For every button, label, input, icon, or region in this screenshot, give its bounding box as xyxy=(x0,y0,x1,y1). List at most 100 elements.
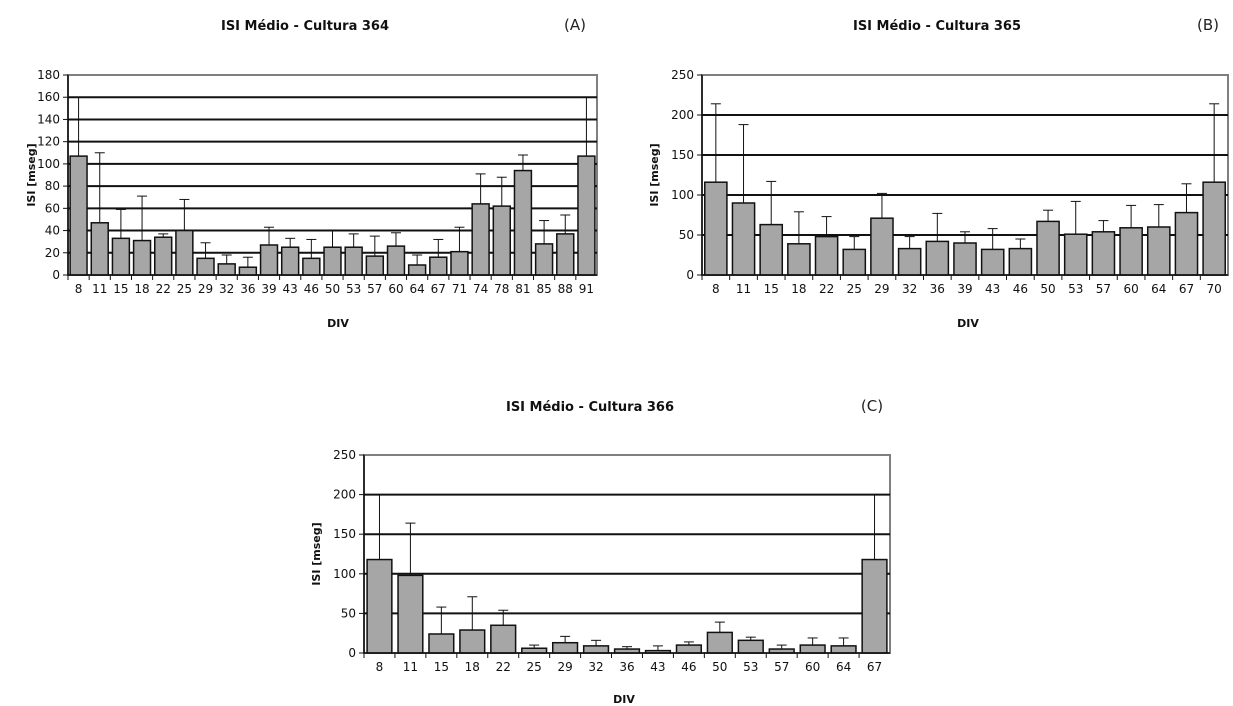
y-tick-label: 100 xyxy=(37,157,60,171)
bar xyxy=(1202,181,1226,276)
y-tick-label: 0 xyxy=(686,268,694,282)
bar xyxy=(675,644,703,654)
bar xyxy=(365,255,385,276)
bar xyxy=(1146,226,1171,276)
y-tick-label: 160 xyxy=(37,90,60,104)
x-axis-title: DIV xyxy=(327,317,349,330)
x-tick-label: 43 xyxy=(283,282,298,296)
bar xyxy=(897,247,922,276)
x-tick-label: 60 xyxy=(1123,282,1138,296)
chart-title: ISI Médio - Cultura 364 xyxy=(221,19,389,34)
bar xyxy=(953,242,977,276)
bar xyxy=(582,645,610,654)
x-tick-label: 18 xyxy=(134,282,149,296)
x-tick-label: 57 xyxy=(774,660,789,674)
x-tick-label: 36 xyxy=(240,282,255,296)
bar xyxy=(513,169,533,276)
x-tick-label: 85 xyxy=(536,282,551,296)
bar xyxy=(787,243,811,276)
x-tick-label: 25 xyxy=(177,282,192,296)
bar xyxy=(706,631,733,654)
x-tick-label: 8 xyxy=(75,282,83,296)
bar xyxy=(737,639,764,654)
bar xyxy=(1119,227,1143,276)
x-tick-label: 57 xyxy=(1096,282,1111,296)
bar xyxy=(704,181,728,276)
bar xyxy=(471,203,490,276)
y-axis-title: ISI [mseg] xyxy=(648,143,661,206)
bar xyxy=(386,245,406,276)
y-tick-label: 250 xyxy=(671,68,694,82)
bar xyxy=(344,246,363,276)
x-axis-title: DIV xyxy=(613,693,635,706)
bar xyxy=(759,223,784,276)
x-tick-label: 53 xyxy=(1068,282,1083,296)
y-tick-label: 40 xyxy=(45,224,60,238)
bar xyxy=(217,263,236,276)
bar xyxy=(397,574,424,654)
y-tick-label: 120 xyxy=(37,135,60,149)
x-tick-label: 36 xyxy=(619,660,634,674)
x-tick-label: 36 xyxy=(930,282,945,296)
bar xyxy=(196,257,215,276)
y-tick-label: 200 xyxy=(671,108,694,122)
bar xyxy=(1036,220,1060,276)
bar xyxy=(132,239,152,276)
bar xyxy=(534,243,554,276)
x-tick-label: 43 xyxy=(985,282,1000,296)
x-tick-label: 29 xyxy=(874,282,889,296)
x-tick-label: 32 xyxy=(219,282,234,296)
x-tick-label: 53 xyxy=(743,660,758,674)
y-tick-label: 150 xyxy=(671,148,694,162)
x-tick-label: 50 xyxy=(1040,282,1055,296)
bar xyxy=(1091,231,1116,276)
x-tick-label: 46 xyxy=(1013,282,1028,296)
x-tick-label: 39 xyxy=(957,282,972,296)
bar xyxy=(814,235,839,276)
x-tick-label: 29 xyxy=(198,282,213,296)
panel-label: (C) xyxy=(861,397,883,415)
x-tick-label: 67 xyxy=(867,660,882,674)
bar xyxy=(111,237,131,276)
bar xyxy=(556,233,575,276)
y-axis-title: ISI [mseg] xyxy=(25,143,38,206)
x-tick-label: 70 xyxy=(1207,282,1222,296)
x-tick-label: 11 xyxy=(92,282,107,296)
y-tick-label: 250 xyxy=(333,448,356,462)
bar xyxy=(154,236,173,276)
x-tick-label: 50 xyxy=(712,660,727,674)
y-tick-label: 200 xyxy=(333,488,356,502)
x-tick-label: 15 xyxy=(113,282,128,296)
bar xyxy=(490,624,517,654)
x-tick-label: 25 xyxy=(527,660,542,674)
y-tick-label: 50 xyxy=(679,228,694,242)
bar xyxy=(302,257,321,276)
bar xyxy=(492,205,511,276)
bar xyxy=(459,629,486,654)
x-tick-label: 91 xyxy=(579,282,594,296)
x-tick-label: 60 xyxy=(805,660,820,674)
y-tick-label: 0 xyxy=(348,646,356,660)
x-tick-label: 8 xyxy=(376,660,384,674)
x-tick-label: 57 xyxy=(367,282,382,296)
y-tick-label: 0 xyxy=(52,268,60,282)
x-tick-label: 32 xyxy=(902,282,917,296)
x-tick-label: 22 xyxy=(496,660,511,674)
x-tick-label: 22 xyxy=(819,282,834,296)
y-tick-label: 140 xyxy=(37,112,60,126)
chart-title: ISI Médio - Cultura 365 xyxy=(853,19,1021,34)
x-tick-label: 67 xyxy=(1179,282,1194,296)
y-tick-label: 60 xyxy=(45,201,60,215)
chart-panel: ISI Médio - Cultura 364 (A) 0 20 40 60 80 100 12… xyxy=(25,16,598,330)
bar xyxy=(799,644,826,654)
x-tick-label: 71 xyxy=(452,282,467,296)
x-tick-label: 43 xyxy=(650,660,665,674)
x-tick-label: 46 xyxy=(681,660,696,674)
bar xyxy=(450,250,469,276)
x-tick-label: 64 xyxy=(836,660,851,674)
y-tick-label: 150 xyxy=(333,527,356,541)
x-tick-label: 22 xyxy=(156,282,171,296)
x-tick-label: 8 xyxy=(712,282,720,296)
x-tick-label: 74 xyxy=(473,282,488,296)
